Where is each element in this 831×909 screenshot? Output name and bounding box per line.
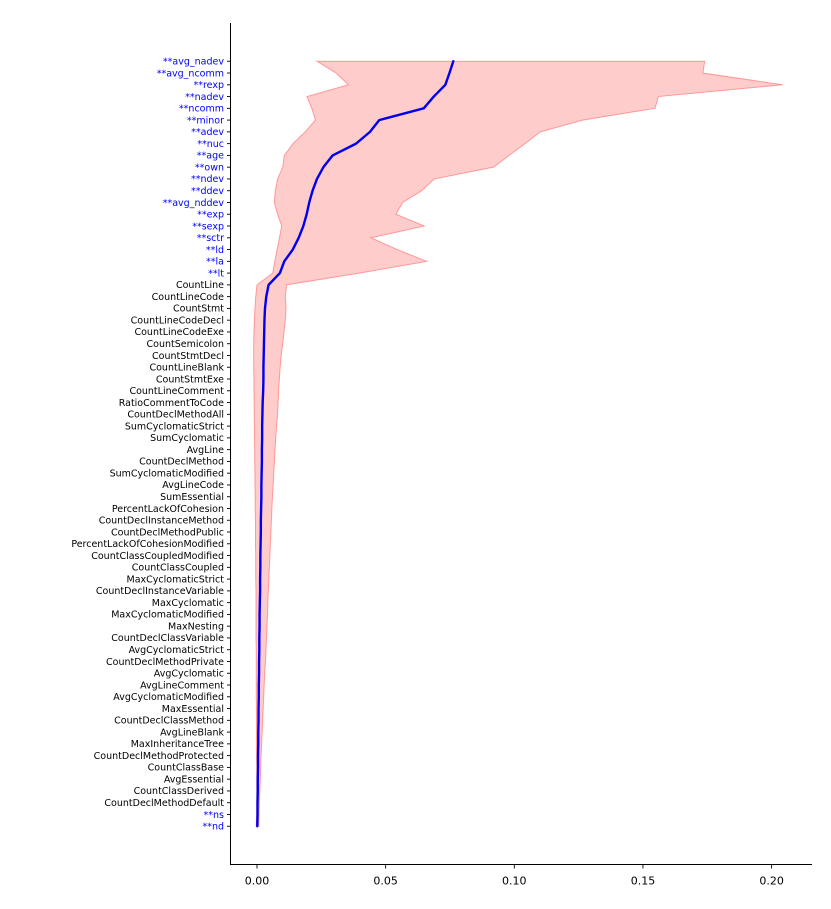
- y-tick-label: RatioCommentToCode: [119, 398, 224, 409]
- y-tick-label: CountDeclClassMethod: [114, 716, 224, 727]
- y-tick-label: CountClassBase: [148, 763, 224, 774]
- y-tick-label: CountDeclMethodProtected: [94, 751, 224, 762]
- y-tick-label: **own: [195, 162, 224, 173]
- y-tick-label: **rexp: [193, 80, 224, 91]
- y-tick-label: MaxInheritanceTree: [131, 739, 224, 750]
- y-tick-label: MaxCyclomaticModified: [111, 610, 224, 621]
- x-tick-label: 0.05: [373, 875, 398, 888]
- y-tick-label: AvgEssential: [164, 774, 224, 785]
- y-tick-label: CountLineBlank: [149, 363, 224, 374]
- y-tick-labels-layer: **avg_nadev**avg_ncomm**rexp**nadev**nco…: [71, 57, 224, 833]
- y-tick-label: CountSemicolon: [147, 339, 225, 350]
- y-tick-label: **sctr: [197, 233, 224, 244]
- y-tick-label: **ddev: [191, 186, 224, 197]
- y-tick-label: AvgLineBlank: [160, 727, 224, 738]
- y-tick-label: **ld: [206, 245, 224, 256]
- y-tick-label: AvgLine: [187, 445, 225, 456]
- y-tick-label: **nuc: [197, 139, 224, 150]
- x-tick-label: 0.10: [502, 875, 527, 888]
- y-tick-label: CountStmtDecl: [152, 351, 224, 362]
- x-tick-label: 0.15: [631, 875, 656, 888]
- y-tick-label: CountDeclInstanceMethod: [99, 516, 224, 527]
- x-tick-label: 0.00: [245, 875, 270, 888]
- confidence-band-layer: [253, 60, 783, 827]
- y-tick-label: MaxNesting: [168, 621, 224, 632]
- y-tick-label: CountDeclMethodAll: [127, 410, 224, 421]
- y-tick-label: SumCyclomaticModified: [110, 468, 224, 479]
- y-tick-label: CountLineCodeExe: [134, 327, 224, 338]
- y-tick-label: SumCyclomaticStrict: [125, 421, 224, 432]
- y-tick-label: CountDeclMethodPrivate: [106, 657, 224, 668]
- y-tick-label: MaxEssential: [162, 704, 224, 715]
- y-tick-label: AvgLineComment: [140, 680, 224, 691]
- y-tick-label: CountLineCodeDecl: [131, 315, 224, 326]
- y-tick-label: CountLineComment: [129, 386, 224, 397]
- y-tick-label: **sexp: [192, 221, 224, 232]
- y-tick-label: CountStmtExe: [156, 374, 224, 385]
- y-tick-label: AvgLineCode: [162, 480, 224, 491]
- y-tick-label: **adev: [191, 127, 224, 138]
- y-tick-label: CountDeclMethod: [139, 457, 224, 468]
- y-tick-label: **nadev: [185, 92, 224, 103]
- y-tick-label: MaxCyclomaticStrict: [127, 574, 225, 585]
- mean-importance-line: [256, 60, 455, 828]
- mean-line-layer: [256, 60, 455, 828]
- y-tick-label: AvgCyclomaticModified: [113, 692, 224, 703]
- y-tick-label: **lt: [208, 268, 224, 279]
- y-tick-label: AvgCyclomatic: [154, 669, 224, 680]
- y-tick-label: **avg_nadev: [163, 57, 224, 68]
- x-tick-label: 0.20: [759, 875, 784, 888]
- y-tick-label: MaxCyclomatic: [152, 598, 224, 609]
- y-tick-label: **la: [206, 257, 224, 268]
- y-tick-label: **age: [197, 151, 224, 162]
- y-tick-label: CountDeclInstanceVariable: [96, 586, 224, 597]
- y-tick-label: PercentLackOfCohesion: [112, 504, 224, 515]
- y-tick-label: CountLine: [176, 280, 224, 291]
- y-tick-label: SumCyclomatic: [150, 433, 224, 444]
- y-tick-label: **avg_ncomm: [157, 68, 224, 79]
- y-tick-label: **nd: [202, 822, 224, 833]
- y-tick-label: **avg_nddev: [163, 198, 225, 209]
- y-tick-label: CountDeclMethodPublic: [111, 527, 224, 538]
- y-tick-label: CountStmt: [173, 304, 224, 315]
- y-tick-label: **ns: [204, 810, 225, 821]
- y-tick-label: **ndev: [191, 174, 224, 185]
- y-tick-label: **ncomm: [179, 104, 224, 115]
- y-tick-label: CountLineCode: [152, 292, 224, 303]
- y-tick-label: CountDeclClassVariable: [111, 633, 224, 644]
- x-tick-labels-layer: 0.00 0.05 0.10 0.15 0.20: [245, 875, 784, 888]
- confidence-band: [253, 60, 783, 827]
- y-tick-label: CountClassCoupledModified: [91, 551, 224, 562]
- axes-layer: [227, 23, 812, 869]
- y-tick-label: CountClassCoupled: [132, 563, 224, 574]
- y-tick-label: SumEssential: [160, 492, 224, 503]
- y-tick-label: **exp: [197, 210, 224, 221]
- y-tick-label: **minor: [187, 115, 224, 126]
- y-tick-label: PercentLackOfCohesionModified: [71, 539, 224, 550]
- y-tick-label: AvgCyclomaticStrict: [129, 645, 225, 656]
- y-tick-label: CountClassDerived: [134, 786, 224, 797]
- y-tick-label: CountDeclMethodDefault: [104, 798, 224, 809]
